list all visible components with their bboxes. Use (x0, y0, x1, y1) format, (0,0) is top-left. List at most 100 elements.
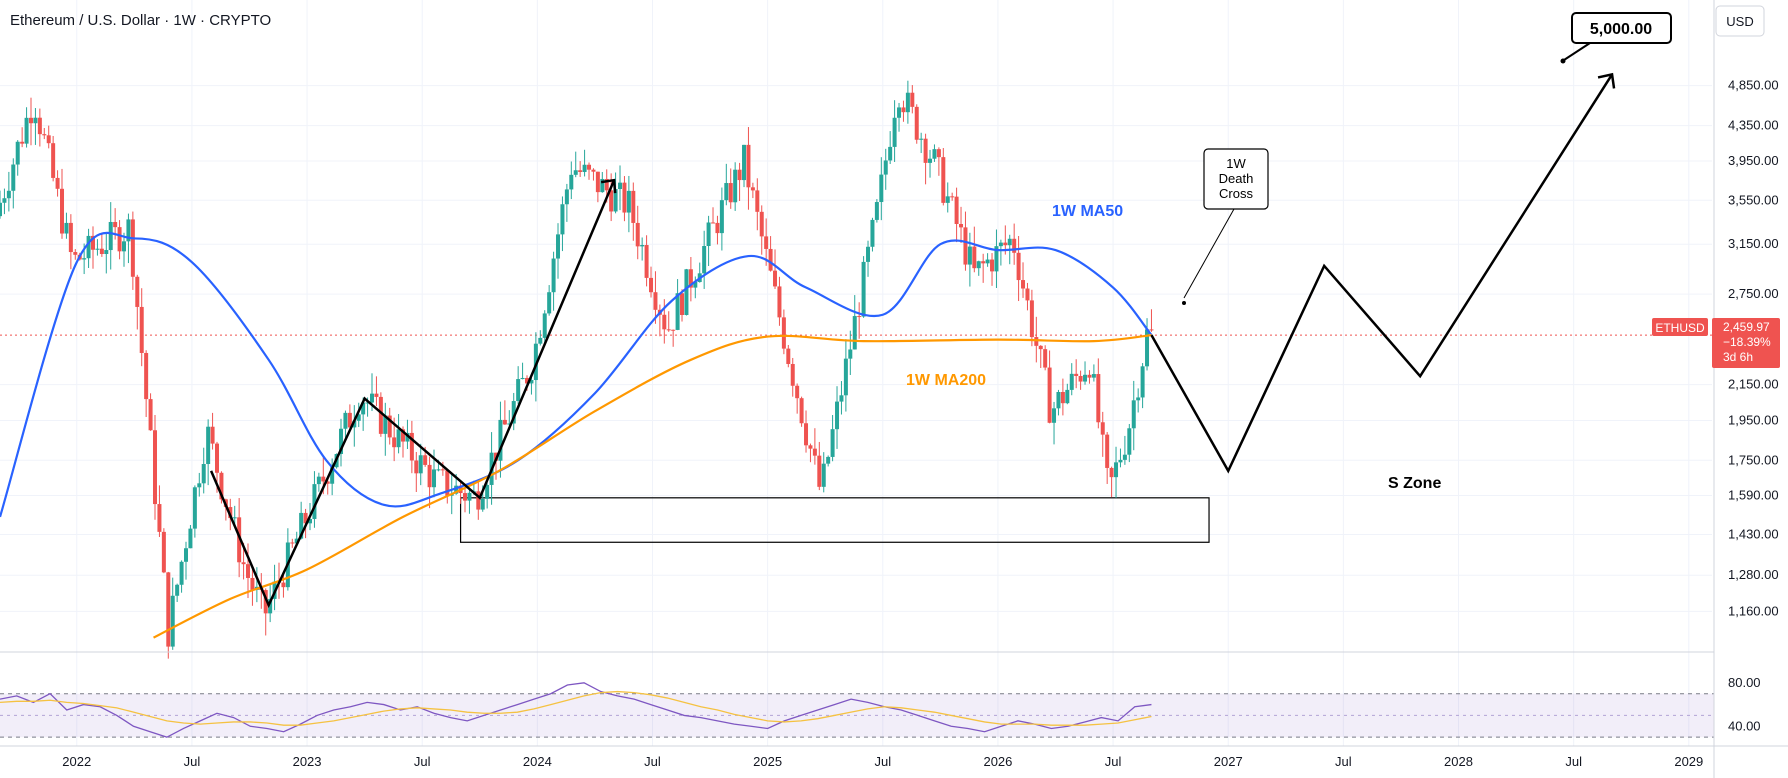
candle-body (892, 117, 897, 147)
candle-body (42, 134, 47, 136)
candle-body (852, 316, 857, 350)
candle-body (649, 277, 654, 293)
candle-body (582, 164, 587, 172)
y-tick-label: 1,590.00 (1728, 487, 1779, 502)
candle-body (547, 292, 552, 314)
candle-body (299, 512, 304, 539)
rsi-panel (0, 682, 1714, 738)
candle-body (662, 314, 667, 330)
candle-body (728, 183, 733, 203)
candle-body (781, 317, 786, 349)
candle-body (874, 202, 879, 220)
candle-body (24, 117, 29, 144)
y-tick-label: 3,150.00 (1728, 236, 1779, 251)
x-tick-label: Jul (874, 754, 891, 769)
rsi-ma-line (0, 690, 1152, 726)
candle-body (210, 426, 215, 444)
ma200-label: 1W MA200 (906, 372, 986, 389)
y-tick-label: 1,430.00 (1728, 526, 1779, 541)
candle-body (870, 219, 875, 247)
candle-body (206, 426, 211, 465)
candle-body (954, 196, 959, 225)
candle-body (6, 190, 11, 199)
candle-body (932, 149, 937, 159)
candle-body (148, 399, 153, 431)
candle-body (1038, 345, 1043, 350)
death-cross-callout: 1W Death Cross (1182, 148, 1269, 305)
candle-body (733, 169, 738, 203)
candle-body (440, 469, 445, 471)
candle-body (706, 222, 711, 247)
candle-body (122, 241, 127, 252)
candle-body (20, 141, 25, 144)
candle-body (1074, 373, 1079, 376)
candle-body (263, 590, 268, 614)
candle-body (688, 269, 693, 288)
projection-layer (209, 72, 1616, 609)
candle-body (15, 141, 20, 165)
candle-body (321, 476, 326, 482)
candle-body (742, 144, 747, 181)
x-tick-label: 2025 (753, 754, 782, 769)
x-tick-label: Jul (1105, 754, 1122, 769)
candle-body (498, 419, 503, 461)
candle-body (135, 276, 140, 307)
y-tick-label: 1,160.00 (1728, 603, 1779, 618)
candle-body (1105, 434, 1110, 468)
candle-body (11, 164, 16, 191)
candle-body (1029, 300, 1034, 338)
wave-path (209, 179, 616, 609)
y-tick-label: 4,350.00 (1728, 118, 1779, 133)
candle-body (60, 188, 65, 234)
candle-body (1016, 252, 1021, 281)
wave-arrowhead (600, 178, 617, 194)
candle-body (888, 146, 893, 161)
candle-body (401, 429, 406, 442)
candle-body (144, 352, 149, 400)
candle-body (790, 363, 795, 386)
candle-body (573, 170, 578, 175)
candle-body (378, 396, 383, 434)
candle-body (325, 481, 330, 484)
y-tick-label: 1,950.00 (1728, 412, 1779, 427)
candle-body (839, 395, 844, 402)
candle-body (184, 548, 189, 562)
candle-body (525, 377, 530, 384)
candle-body (405, 432, 410, 442)
candle-body (569, 174, 574, 190)
candle-body (1131, 400, 1136, 429)
candle-body (33, 117, 38, 124)
x-tick-label: Jul (1565, 754, 1582, 769)
y-tick-label: 4,850.00 (1728, 78, 1779, 93)
price-tag-change: −18.39% (1723, 335, 1771, 349)
candle-body (166, 572, 171, 647)
candle-body (631, 190, 636, 223)
candle-body (804, 423, 809, 446)
candle-body (897, 107, 902, 118)
candle-body (994, 246, 999, 272)
x-tick-label: 2028 (1444, 754, 1473, 769)
candle-body (609, 190, 614, 212)
candle-body (773, 270, 778, 287)
currency-button[interactable]: USD (1715, 5, 1765, 37)
candle-body (170, 595, 175, 647)
candle-body (294, 538, 299, 544)
candle-body (427, 464, 432, 488)
candle-body (675, 293, 680, 330)
candle-body (1056, 392, 1061, 409)
candle-body (68, 222, 73, 253)
candle-body (392, 437, 397, 448)
candle-body (396, 429, 401, 448)
x-tick-label: 2027 (1214, 754, 1243, 769)
price-tag-countdown: 3d 6h (1723, 350, 1753, 364)
candle-body (737, 169, 742, 181)
candle-body (928, 158, 933, 163)
candle-body (374, 393, 379, 397)
candle-body (467, 492, 472, 501)
candle-body (1122, 454, 1127, 460)
candle-body (941, 157, 946, 203)
x-tick-label: 2026 (983, 754, 1012, 769)
candle-body (130, 219, 135, 277)
candle-body (764, 236, 769, 249)
